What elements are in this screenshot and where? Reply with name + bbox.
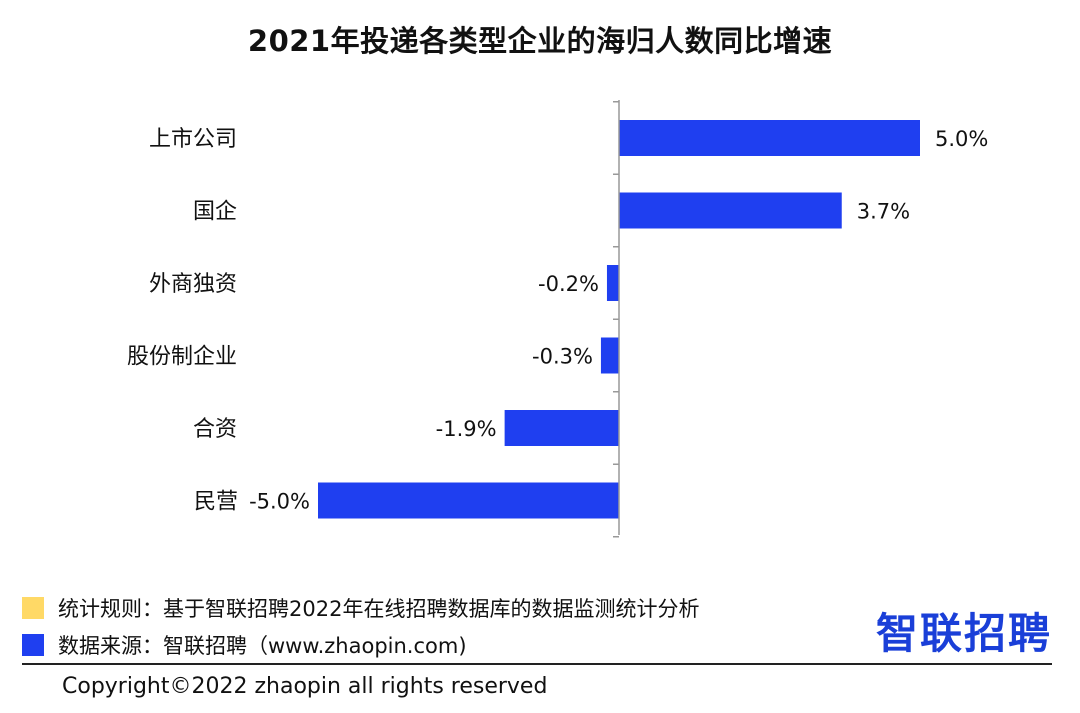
bar bbox=[504, 410, 619, 446]
bar bbox=[606, 265, 619, 301]
data-label: -5.0% bbox=[249, 490, 310, 514]
footer-divider bbox=[22, 663, 1052, 665]
data-label: -1.9% bbox=[436, 417, 497, 441]
footer-rule-text: 统计规则：基于智联招聘2022年在线招聘数据库的数据监测统计分析 bbox=[58, 597, 700, 621]
data-label: 3.7% bbox=[857, 200, 910, 224]
data-label: -0.2% bbox=[538, 272, 599, 296]
rule-marker-icon bbox=[22, 597, 44, 619]
category-label: 股份制企业 bbox=[127, 345, 237, 370]
bar bbox=[318, 482, 619, 519]
category-label: 民营 bbox=[194, 490, 238, 515]
footer-source-row: 数据来源：智联招聘（www.zhaopin.com) bbox=[22, 630, 467, 660]
category-label: 国企 bbox=[193, 200, 237, 225]
category-label: 上市公司 bbox=[149, 127, 237, 152]
bar bbox=[600, 337, 619, 374]
chart-title: 2021年投递各类型企业的海归人数同比增速 bbox=[247, 24, 833, 58]
category-label: 外商独资 bbox=[149, 272, 237, 297]
footer-source-text: 数据来源：智联招聘（www.zhaopin.com) bbox=[58, 634, 467, 658]
bars-layer: 5.0% 上市公司 3.7% 国企 -0.2% 外商独资 -0.3% 股份制企业 -1.9% 合资… bbox=[127, 101, 988, 538]
data-label: -0.3% bbox=[532, 345, 593, 369]
bar bbox=[619, 192, 842, 229]
category-label: 合资 bbox=[193, 417, 237, 442]
bar-chart: 5.0% 上市公司 3.7% 国企 -0.2% 外商独资 -0.3% 股份制企业 -1.9% 合资… bbox=[127, 100, 988, 538]
data-label: 5.0% bbox=[935, 127, 988, 151]
bar bbox=[619, 120, 920, 156]
copyright-text: Copyright©2022 zhaopin all rights reserv… bbox=[62, 674, 548, 699]
footer-rule-row: 统计规则：基于智联招聘2022年在线招聘数据库的数据监测统计分析 bbox=[22, 593, 699, 623]
zhaopin-logo: 智联招聘 bbox=[875, 609, 1052, 658]
source-marker-icon bbox=[22, 634, 44, 656]
